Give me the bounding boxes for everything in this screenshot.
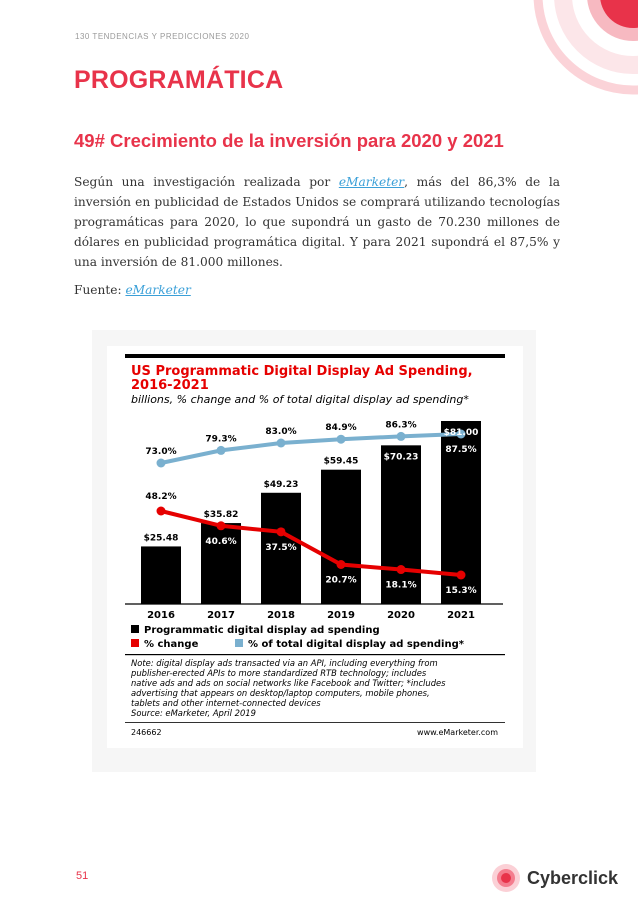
chart-title-line2: 2016-2021	[131, 378, 209, 393]
bar	[261, 492, 301, 604]
chart-note-line: publisher-erected APIs to more standardi…	[130, 668, 427, 678]
bar-value-label: $49.23	[264, 480, 299, 490]
body-text-part1: Según una investigación realizada por	[74, 175, 339, 189]
share-point	[216, 445, 226, 455]
bar	[141, 546, 181, 604]
share-value-label: 84.9%	[325, 423, 356, 433]
bar	[381, 445, 421, 604]
bar-value-label: $81.00	[444, 428, 479, 438]
legend-rule	[125, 654, 505, 656]
x-tick-label: 2021	[447, 610, 475, 621]
section-title: PROGRAMÁTICA	[74, 66, 284, 94]
change-value-label: 18.1%	[385, 581, 416, 591]
source-link[interactable]: eMarketer	[125, 283, 191, 297]
chart-svg: US Programmatic Digital Display Ad Spend…	[125, 354, 505, 737]
legend-swatch-change	[131, 639, 139, 647]
change-value-label: 48.2%	[145, 492, 176, 502]
share-point	[456, 429, 466, 439]
body-text-part2: , más del 86,3% de la inversión en publi…	[74, 175, 560, 269]
cyberclick-logo-text: Cyberclick	[527, 867, 619, 888]
bar-value-label: $59.45	[324, 457, 359, 467]
x-tick-label: 2020	[387, 610, 415, 621]
share-value-label: 83.0%	[265, 427, 296, 437]
chart-note-line: tablets and other internet-connected dev…	[131, 698, 321, 708]
change-point	[456, 570, 466, 580]
share-value-label: 87.5%	[445, 445, 476, 455]
cyberclick-logo-icon	[492, 864, 520, 892]
chart-image: US Programmatic Digital Display Ad Spend…	[107, 346, 523, 748]
page-number: 51	[76, 870, 89, 882]
chart-top-rule	[125, 354, 505, 358]
body-paragraph: Según una investigación realizada por eM…	[74, 172, 560, 272]
emarketer-link[interactable]: eMarketer	[338, 175, 405, 189]
document-header-label: 130 TENDENCIAS Y PREDICCIONES 2020	[75, 32, 250, 41]
x-tick-label: 2018	[267, 610, 295, 621]
decorative-circles	[518, 0, 638, 110]
change-point	[276, 527, 286, 537]
bar-value-label: $25.48	[144, 533, 179, 543]
share-point	[276, 438, 286, 448]
share-value-label: 86.3%	[385, 420, 416, 430]
legend-swatch-spending	[131, 625, 139, 633]
source-line: Fuente: eMarketer	[74, 283, 191, 297]
share-value-label: 79.3%	[205, 434, 236, 444]
chart-title-line1: US Programmatic Digital Display Ad Spend…	[131, 364, 473, 379]
change-line	[160, 509, 462, 577]
chart-note-line: Note: digital display ads transacted via…	[131, 658, 438, 668]
x-tick-label: 2016	[147, 610, 175, 621]
chart-subtitle: billions, % change and % of total digita…	[131, 393, 469, 406]
change-point	[396, 565, 406, 575]
bar-value-label: $70.23	[384, 452, 419, 462]
share-value-label: 73.0%	[145, 447, 176, 457]
legend-label-share: % of total digital display ad spending*	[248, 639, 465, 650]
footer-rule	[125, 722, 505, 723]
change-point	[156, 506, 166, 516]
bar	[321, 469, 361, 604]
chart-note-line: native ads and ads on social networks li…	[131, 678, 446, 688]
change-value-label: 40.6%	[205, 537, 236, 547]
chart-note-line: advertising that appears on desktop/lapt…	[131, 688, 430, 698]
change-value-label: 15.3%	[445, 586, 476, 596]
change-value-label: 37.5%	[265, 543, 296, 553]
change-point	[336, 559, 346, 569]
x-tick-label: 2019	[327, 610, 355, 621]
share-point	[156, 458, 166, 468]
cyberclick-logo: Cyberclick	[491, 861, 618, 895]
source-label: Fuente:	[74, 283, 126, 297]
legend-swatch-share	[235, 639, 243, 647]
share-point	[336, 434, 346, 444]
share-point	[396, 431, 406, 441]
change-point	[216, 521, 226, 531]
share-line	[160, 432, 462, 465]
chart-id: 246662	[131, 728, 162, 737]
change-value-label: 20.7%	[325, 575, 356, 585]
subsection-title: 49# Crecimiento de la inversión para 202…	[74, 130, 504, 151]
chart-site: www.eMarketer.com	[417, 728, 498, 737]
bar	[201, 523, 241, 604]
x-tick-label: 2017	[207, 610, 235, 621]
legend-label-spending: Programmatic digital display ad spending	[144, 625, 380, 636]
legend-label-change: % change	[144, 639, 199, 650]
bar-value-label: $35.82	[204, 510, 239, 520]
chart-note-line: Source: eMarketer, April 2019	[131, 708, 256, 718]
